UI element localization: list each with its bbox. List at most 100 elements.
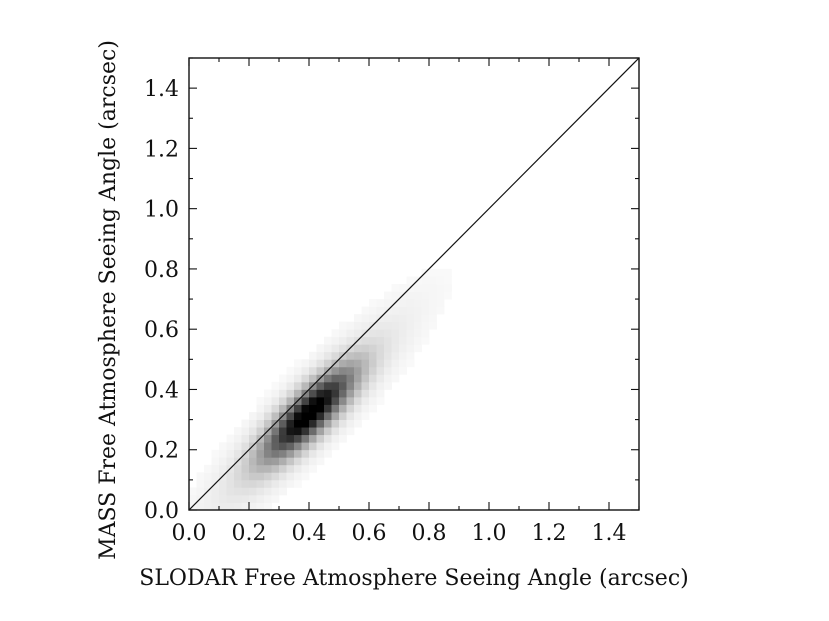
heatmap-cell — [219, 502, 227, 511]
heatmap-cell — [241, 502, 250, 511]
heatmap-cell — [316, 419, 325, 428]
heatmap-cell — [331, 336, 340, 345]
heatmap-cell — [294, 374, 302, 383]
heatmap-cell — [309, 449, 317, 458]
heatmap-cell — [429, 299, 437, 307]
heatmap-cell — [376, 306, 385, 315]
heatmap-cell — [421, 336, 430, 345]
heatmap-cell — [331, 427, 340, 436]
heatmap-cell — [399, 359, 407, 368]
heatmap-cell — [414, 306, 422, 315]
heatmap-cell — [361, 321, 370, 330]
heatmap-cell — [324, 442, 332, 451]
heatmap-cell — [361, 389, 370, 398]
heatmap-cell — [384, 359, 392, 368]
heatmap-cell — [339, 412, 347, 420]
heatmap-cell — [279, 472, 287, 481]
density-heatmap — [189, 268, 452, 511]
heatmap-cell — [256, 464, 265, 473]
heatmap-cell — [361, 374, 370, 383]
heatmap-cell — [399, 329, 407, 338]
heatmap-cell — [256, 404, 265, 413]
y-tick-label: 1.4 — [144, 77, 179, 102]
heatmap-cell — [406, 321, 415, 330]
heatmap-cell — [421, 291, 430, 300]
heatmap-cell — [286, 366, 295, 375]
heatmap-cell — [354, 374, 362, 383]
heatmap-cell — [391, 359, 400, 368]
heatmap-cell — [406, 359, 415, 368]
heatmap-cell — [264, 494, 272, 503]
heatmap-cell — [234, 434, 242, 443]
y-tick-label: 1.2 — [144, 137, 179, 162]
heatmap-cell — [421, 314, 430, 323]
heatmap-cell — [256, 427, 265, 436]
heatmap-cell — [414, 284, 422, 292]
heatmap-cell — [309, 389, 317, 398]
heatmap-cell — [406, 351, 415, 360]
heatmap-cell — [256, 487, 265, 496]
heatmap-cell — [264, 419, 272, 428]
heatmap-cell — [286, 442, 295, 451]
heatmap-cell — [346, 329, 355, 338]
heatmap-cell — [316, 427, 325, 436]
heatmap-cell — [196, 487, 205, 496]
heatmap-cell — [369, 389, 377, 398]
heatmap-cell — [256, 472, 265, 481]
heatmap-cell — [279, 449, 287, 458]
heatmap-cell — [286, 397, 295, 405]
heatmap-cell — [286, 434, 295, 443]
heatmap-cell — [271, 464, 280, 473]
heatmap-cell — [279, 457, 287, 466]
heatmap-cell — [436, 306, 445, 315]
heatmap-cell — [234, 494, 242, 503]
heatmap-cell — [294, 359, 302, 368]
heatmap-cell — [271, 412, 280, 420]
heatmap-cell — [354, 359, 362, 368]
heatmap-cell — [279, 427, 287, 436]
heatmap-cell — [354, 366, 362, 375]
heatmap-cell — [331, 344, 340, 353]
heatmap-cell — [219, 449, 227, 458]
heatmap-cell — [309, 397, 317, 405]
heatmap-cell — [204, 502, 212, 511]
heatmap-cell — [196, 472, 205, 481]
heatmap-cell — [271, 479, 280, 488]
heatmap-cell — [399, 314, 407, 323]
axis-ticks: 0.0 0.2 0.4 0.6 0.8 1.0 1.2 1.4 0.0 0.2 0.4 0.6 0.8 1… — [144, 57, 640, 546]
heatmap-cell — [309, 419, 317, 428]
heatmap-cell — [301, 419, 310, 428]
heatmap-cell — [361, 397, 370, 405]
heatmap-cell — [211, 472, 220, 481]
heatmap-cell — [309, 374, 317, 383]
heatmap-cell — [369, 404, 377, 413]
heatmap-cell — [301, 442, 310, 451]
x-tick-label: 0.6 — [352, 521, 387, 546]
heatmap-cell — [369, 366, 377, 375]
y-tick-label: 0.2 — [144, 439, 179, 464]
heatmap-cell — [324, 427, 332, 436]
heatmap-cell — [339, 321, 347, 330]
heatmap-cell — [286, 381, 295, 390]
heatmap-cell — [241, 487, 250, 496]
heatmap-cell — [376, 329, 385, 338]
heatmap-cell — [294, 434, 302, 443]
heatmap-cell — [294, 419, 302, 428]
heatmap-cell — [301, 366, 310, 375]
heatmap-cell — [391, 344, 400, 353]
heatmap-cell — [429, 291, 437, 300]
heatmap-cell — [406, 314, 415, 323]
plot-frame — [188, 57, 640, 511]
heatmap-cell — [249, 449, 257, 458]
heatmap-cell — [234, 487, 242, 496]
heatmap-cell — [331, 419, 340, 428]
heatmap-cell — [301, 381, 310, 390]
heatmap-cell — [241, 494, 250, 503]
heatmap-cell — [241, 419, 250, 428]
heatmap-cell — [361, 366, 370, 375]
heatmap-cell — [271, 389, 280, 398]
identity-line — [188, 57, 640, 511]
heatmap-cell — [354, 404, 362, 413]
heatmap-cell — [309, 442, 317, 451]
